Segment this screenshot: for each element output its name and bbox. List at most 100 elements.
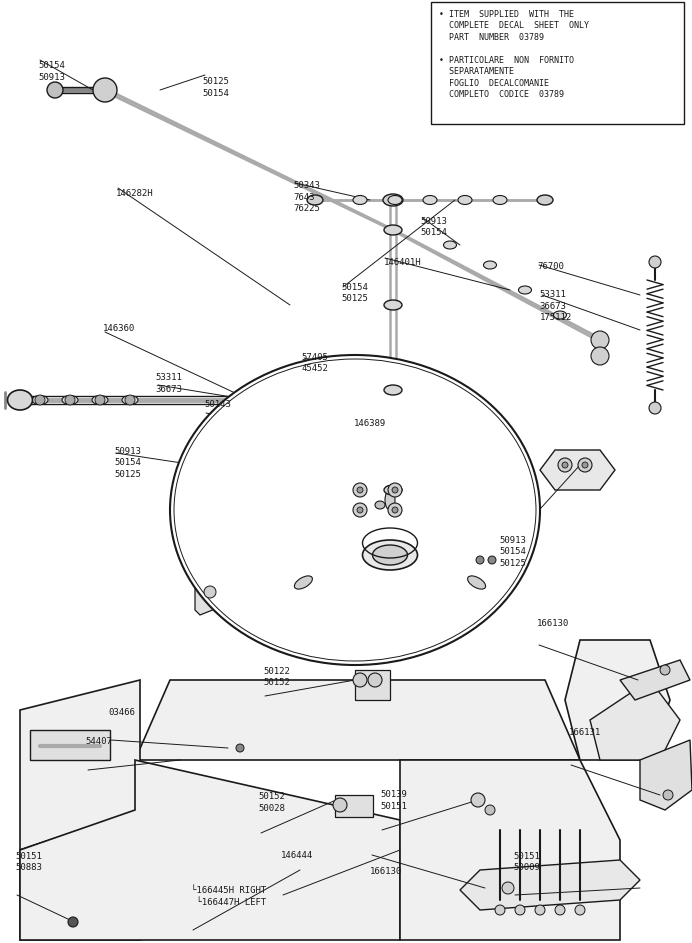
Polygon shape <box>20 680 140 850</box>
Circle shape <box>353 483 367 497</box>
Bar <box>355 670 390 700</box>
Circle shape <box>333 798 347 812</box>
Circle shape <box>663 790 673 800</box>
Polygon shape <box>640 740 692 810</box>
Ellipse shape <box>294 576 312 589</box>
Circle shape <box>357 487 363 493</box>
Circle shape <box>488 556 496 564</box>
Ellipse shape <box>385 490 395 510</box>
Circle shape <box>495 905 505 915</box>
Bar <box>335 795 373 817</box>
Ellipse shape <box>384 300 402 310</box>
Circle shape <box>392 507 398 513</box>
Text: 50151
50009: 50151 50009 <box>513 852 540 872</box>
Text: 03466: 03466 <box>109 708 136 718</box>
Text: 50152
50028: 50152 50028 <box>259 792 286 813</box>
Text: 50913
50154: 50913 50154 <box>421 217 448 238</box>
Ellipse shape <box>372 545 408 565</box>
Bar <box>30 730 110 760</box>
Circle shape <box>95 395 105 405</box>
Text: 50913
50154
50125: 50913 50154 50125 <box>114 447 141 479</box>
Circle shape <box>535 905 545 915</box>
Ellipse shape <box>484 261 496 269</box>
Text: 50125
50154: 50125 50154 <box>203 77 230 98</box>
Text: 146389: 146389 <box>354 419 387 428</box>
Ellipse shape <box>444 241 457 249</box>
Circle shape <box>660 665 670 675</box>
Ellipse shape <box>493 195 507 205</box>
Circle shape <box>353 503 367 517</box>
Text: 166131: 166131 <box>569 728 601 737</box>
Circle shape <box>353 673 367 687</box>
Circle shape <box>65 395 75 405</box>
Polygon shape <box>460 860 640 910</box>
Ellipse shape <box>518 286 531 294</box>
Polygon shape <box>590 680 680 760</box>
Ellipse shape <box>423 195 437 205</box>
Polygon shape <box>540 450 615 490</box>
Ellipse shape <box>62 395 78 405</box>
Ellipse shape <box>458 195 472 205</box>
Ellipse shape <box>384 485 402 495</box>
Circle shape <box>562 462 568 468</box>
Bar <box>431 2 684 124</box>
Circle shape <box>575 905 585 915</box>
Circle shape <box>392 487 398 493</box>
Text: 50143: 50143 <box>204 400 231 409</box>
Text: 146401H: 146401H <box>384 258 421 268</box>
Circle shape <box>591 347 609 365</box>
Polygon shape <box>195 580 225 615</box>
Ellipse shape <box>375 501 385 509</box>
Text: 76700: 76700 <box>537 262 564 272</box>
Ellipse shape <box>8 390 33 410</box>
Ellipse shape <box>537 195 553 205</box>
Circle shape <box>35 395 45 405</box>
Ellipse shape <box>353 195 367 205</box>
Polygon shape <box>400 760 620 940</box>
Circle shape <box>578 458 592 472</box>
Text: └166445H RIGHT
 └166447H LEFT: └166445H RIGHT └166447H LEFT <box>191 886 266 907</box>
Text: 146360: 146360 <box>102 324 135 334</box>
Polygon shape <box>340 480 420 525</box>
Ellipse shape <box>92 395 108 405</box>
Circle shape <box>236 744 244 752</box>
Circle shape <box>582 462 588 468</box>
Polygon shape <box>620 660 690 700</box>
Text: 50151
50883: 50151 50883 <box>15 852 42 872</box>
Text: 146282H: 146282H <box>116 189 154 198</box>
Ellipse shape <box>170 355 540 665</box>
Text: 50154
50125: 50154 50125 <box>341 283 368 304</box>
Circle shape <box>471 793 485 807</box>
Polygon shape <box>135 680 580 760</box>
Text: 53311
36673
175112: 53311 36673 175112 <box>540 290 572 323</box>
Ellipse shape <box>384 225 402 235</box>
Text: 166130: 166130 <box>537 619 570 628</box>
Text: 146444: 146444 <box>281 851 313 860</box>
Text: 54407: 54407 <box>86 737 113 747</box>
Circle shape <box>125 395 135 405</box>
Ellipse shape <box>468 576 486 589</box>
Circle shape <box>47 82 63 98</box>
Text: 53311
36673: 53311 36673 <box>156 373 183 394</box>
Circle shape <box>204 586 216 598</box>
Text: 57405
45452: 57405 45452 <box>302 353 329 373</box>
Circle shape <box>649 402 661 414</box>
Circle shape <box>68 917 78 927</box>
Circle shape <box>591 331 609 349</box>
Text: 50139
50151: 50139 50151 <box>380 790 407 811</box>
Text: 166130: 166130 <box>370 867 403 876</box>
Polygon shape <box>20 760 400 940</box>
Ellipse shape <box>307 195 323 205</box>
Circle shape <box>515 905 525 915</box>
Text: • ITEM  SUPPLIED  WITH  THE
  COMPLETE  DECAL  SHEET  ONLY
  PART  NUMBER  03789: • ITEM SUPPLIED WITH THE COMPLETE DECAL … <box>439 9 589 99</box>
Circle shape <box>357 507 363 513</box>
Circle shape <box>388 503 402 517</box>
Circle shape <box>368 673 382 687</box>
Circle shape <box>388 483 402 497</box>
Circle shape <box>476 556 484 564</box>
Ellipse shape <box>388 195 402 205</box>
Text: 50913
50154
50125: 50913 50154 50125 <box>500 536 527 568</box>
Circle shape <box>649 256 661 268</box>
Circle shape <box>558 458 572 472</box>
Ellipse shape <box>122 395 138 405</box>
